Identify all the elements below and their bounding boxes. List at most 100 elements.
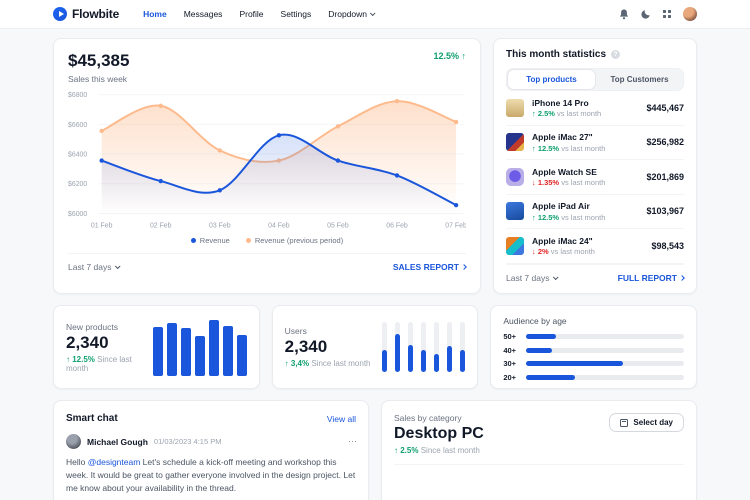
chevron-down-icon — [369, 10, 376, 17]
info-icon[interactable]: ? — [611, 50, 621, 59]
users-card: Users 2,340 ↑ 3,4% Since last month — [271, 305, 479, 389]
statistics-tabs: Top products Top Customers — [506, 68, 684, 91]
bar-track — [382, 322, 388, 372]
legend-dot-blue — [190, 238, 196, 243]
product-image-imac-24 — [506, 236, 524, 255]
bar — [180, 327, 191, 376]
message-timestamp: 01/03/2023 4:15 PM — [153, 437, 222, 446]
full-report-link[interactable]: FULL REPORT — [618, 273, 685, 283]
product-name: Apple iPad Air — [532, 201, 590, 211]
svg-text:$6600: $6600 — [68, 122, 87, 129]
product-change: ↓ 1.35% — [532, 178, 560, 187]
svg-text:$6400: $6400 — [68, 152, 87, 159]
product-row-iphone-14-pro[interactable]: iPhone 14 Pro ↑ 2.5% vs last month $445,… — [506, 91, 684, 126]
message-text: Let's schedule a kick-off meeting and wo… — [66, 457, 356, 494]
calendar-icon — [620, 418, 629, 427]
product-row-watch-se[interactable]: Apple Watch SE ↓ 1.35% vs last month $20… — [506, 160, 684, 195]
users-change: ↑ 3,4% — [284, 359, 310, 368]
legend-revenue-label: Revenue — [199, 236, 230, 245]
tab-top-products[interactable]: Top products — [507, 69, 596, 90]
audience-title: Audience by age — [503, 316, 567, 326]
svg-text:04 Feb: 04 Feb — [268, 222, 290, 229]
bar — [236, 334, 247, 376]
nav-item-home[interactable]: Home — [143, 9, 167, 19]
divider — [394, 464, 684, 465]
month-statistics-card: This month statistics ? Top products Top… — [493, 38, 697, 294]
ellipsis-menu-icon[interactable] — [348, 440, 356, 443]
user-avatar[interactable] — [683, 7, 697, 21]
svg-text:07 Feb: 07 Feb — [445, 222, 466, 229]
message-author-avatar — [66, 434, 81, 449]
audience-bar-chart: 50+ 40+ 30+ 20+ — [503, 332, 684, 382]
message-greeting: Hello — [66, 457, 88, 467]
product-name: Apple iMac 24" — [532, 235, 593, 246]
stats-last-7-days-dropdown[interactable]: Last 7 days — [506, 273, 560, 283]
product-note: vs last month — [561, 178, 606, 187]
product-image-iphone — [506, 98, 524, 117]
category-change: ↑ 2.5% — [394, 446, 419, 455]
apps-grid-icon[interactable] — [662, 9, 671, 19]
main-content: $45,385 Sales this week 12.5% ↑ $6800 $66… — [0, 29, 750, 500]
product-row-imac-27[interactable]: Apple iMac 27" ↑ 12.5% vs last month $25… — [506, 126, 684, 160]
sales-subtitle: Sales this week — [68, 74, 128, 84]
bar-track — [447, 322, 453, 372]
new-products-bar-chart — [152, 318, 247, 376]
sales-line-chart: $6800 $6600 $6400 $6200 $6000 01 Feb 02 Feb 03 … — [68, 92, 466, 229]
legend-revenue: Revenue — [190, 236, 230, 245]
product-change: ↑ 12.5% — [532, 212, 560, 222]
category-note: Since last month — [420, 446, 480, 455]
legend-revenue-previous: Revenue (previous period) — [245, 236, 343, 245]
new-products-label: New products — [66, 321, 118, 332]
sales-report-link[interactable]: SALES REPORT — [392, 262, 467, 272]
audience-row-20+: 20+ — [503, 373, 684, 382]
audience-by-age-card: Audience by age 50+ 40+ 30+ 20+ — [490, 305, 697, 389]
range-label: Last 7 days — [506, 273, 550, 283]
last-7-days-dropdown[interactable]: Last 7 days — [68, 262, 122, 272]
product-name: iPhone 14 Pro — [532, 97, 589, 108]
product-change: ↑ 12.5% — [532, 143, 560, 153]
audience-row-30+: 30+ — [503, 359, 684, 368]
nav-item-dropdown[interactable]: Dropdown — [328, 9, 376, 19]
top-navbar: Flowbite Home Messages Profile Settings … — [0, 0, 750, 29]
smart-chat-card: Smart chat View all Michael Gough 01/03/… — [53, 400, 369, 500]
bar-track — [395, 322, 401, 372]
nav-dropdown-label: Dropdown — [328, 9, 367, 19]
statistics-title: This month statistics — [506, 49, 607, 60]
product-note: vs last month — [557, 109, 602, 118]
svg-text:06 Feb: 06 Feb — [386, 222, 408, 229]
chevron-down-icon — [553, 274, 560, 281]
sales-report-label: SALES REPORT — [392, 262, 459, 272]
product-note: vs last month — [561, 212, 606, 222]
nav-item-profile[interactable]: Profile — [239, 9, 264, 19]
message-author: Michael Gough — [87, 436, 148, 447]
chevron-right-icon — [679, 275, 685, 281]
new-products-change: ↑ 12.5% — [66, 354, 95, 364]
category-label: Sales by category — [394, 413, 462, 423]
product-image-ipad-air — [506, 202, 524, 221]
bar — [208, 320, 219, 376]
mention-link[interactable]: @designteam — [87, 457, 141, 467]
select-day-button[interactable]: Select day — [609, 413, 684, 432]
moon-icon[interactable] — [640, 9, 651, 19]
legend-dot-orange — [245, 238, 251, 243]
chart-legend: Revenue Revenue (previous period) — [68, 236, 466, 245]
product-amount: $256,982 — [646, 137, 684, 148]
product-row-imac-24[interactable]: Apple iMac 24" ↓ 2% vs last month $98,54… — [506, 229, 684, 264]
nav-item-settings[interactable]: Settings — [280, 9, 312, 19]
bell-icon[interactable] — [619, 9, 629, 20]
new-products-card: New products 2,340 ↑ 12.5% Since last mo… — [53, 305, 260, 389]
nav-item-messages[interactable]: Messages — [183, 9, 223, 19]
svg-text:05 Feb: 05 Feb — [327, 222, 349, 229]
category-bar-chart — [394, 465, 684, 500]
view-all-link[interactable]: View all — [326, 413, 356, 424]
message-body: Hello @designteam Let's schedule a kick-… — [66, 456, 356, 496]
audience-row-40+: 40+ — [503, 346, 684, 355]
tab-top-customers[interactable]: Top Customers — [610, 75, 669, 84]
chat-title: Smart chat — [66, 413, 118, 424]
nav-links: Home Messages Profile Settings Dropdown — [143, 9, 376, 19]
brand[interactable]: Flowbite — [53, 7, 119, 21]
sales-this-week-card: $45,385 Sales this week 12.5% ↑ $6800 $66… — [53, 38, 481, 294]
bar-track — [434, 322, 440, 372]
product-row-ipad-air[interactable]: Apple iPad Air ↑ 12.5% vs last month $10… — [506, 195, 684, 229]
users-label: Users — [284, 326, 307, 336]
